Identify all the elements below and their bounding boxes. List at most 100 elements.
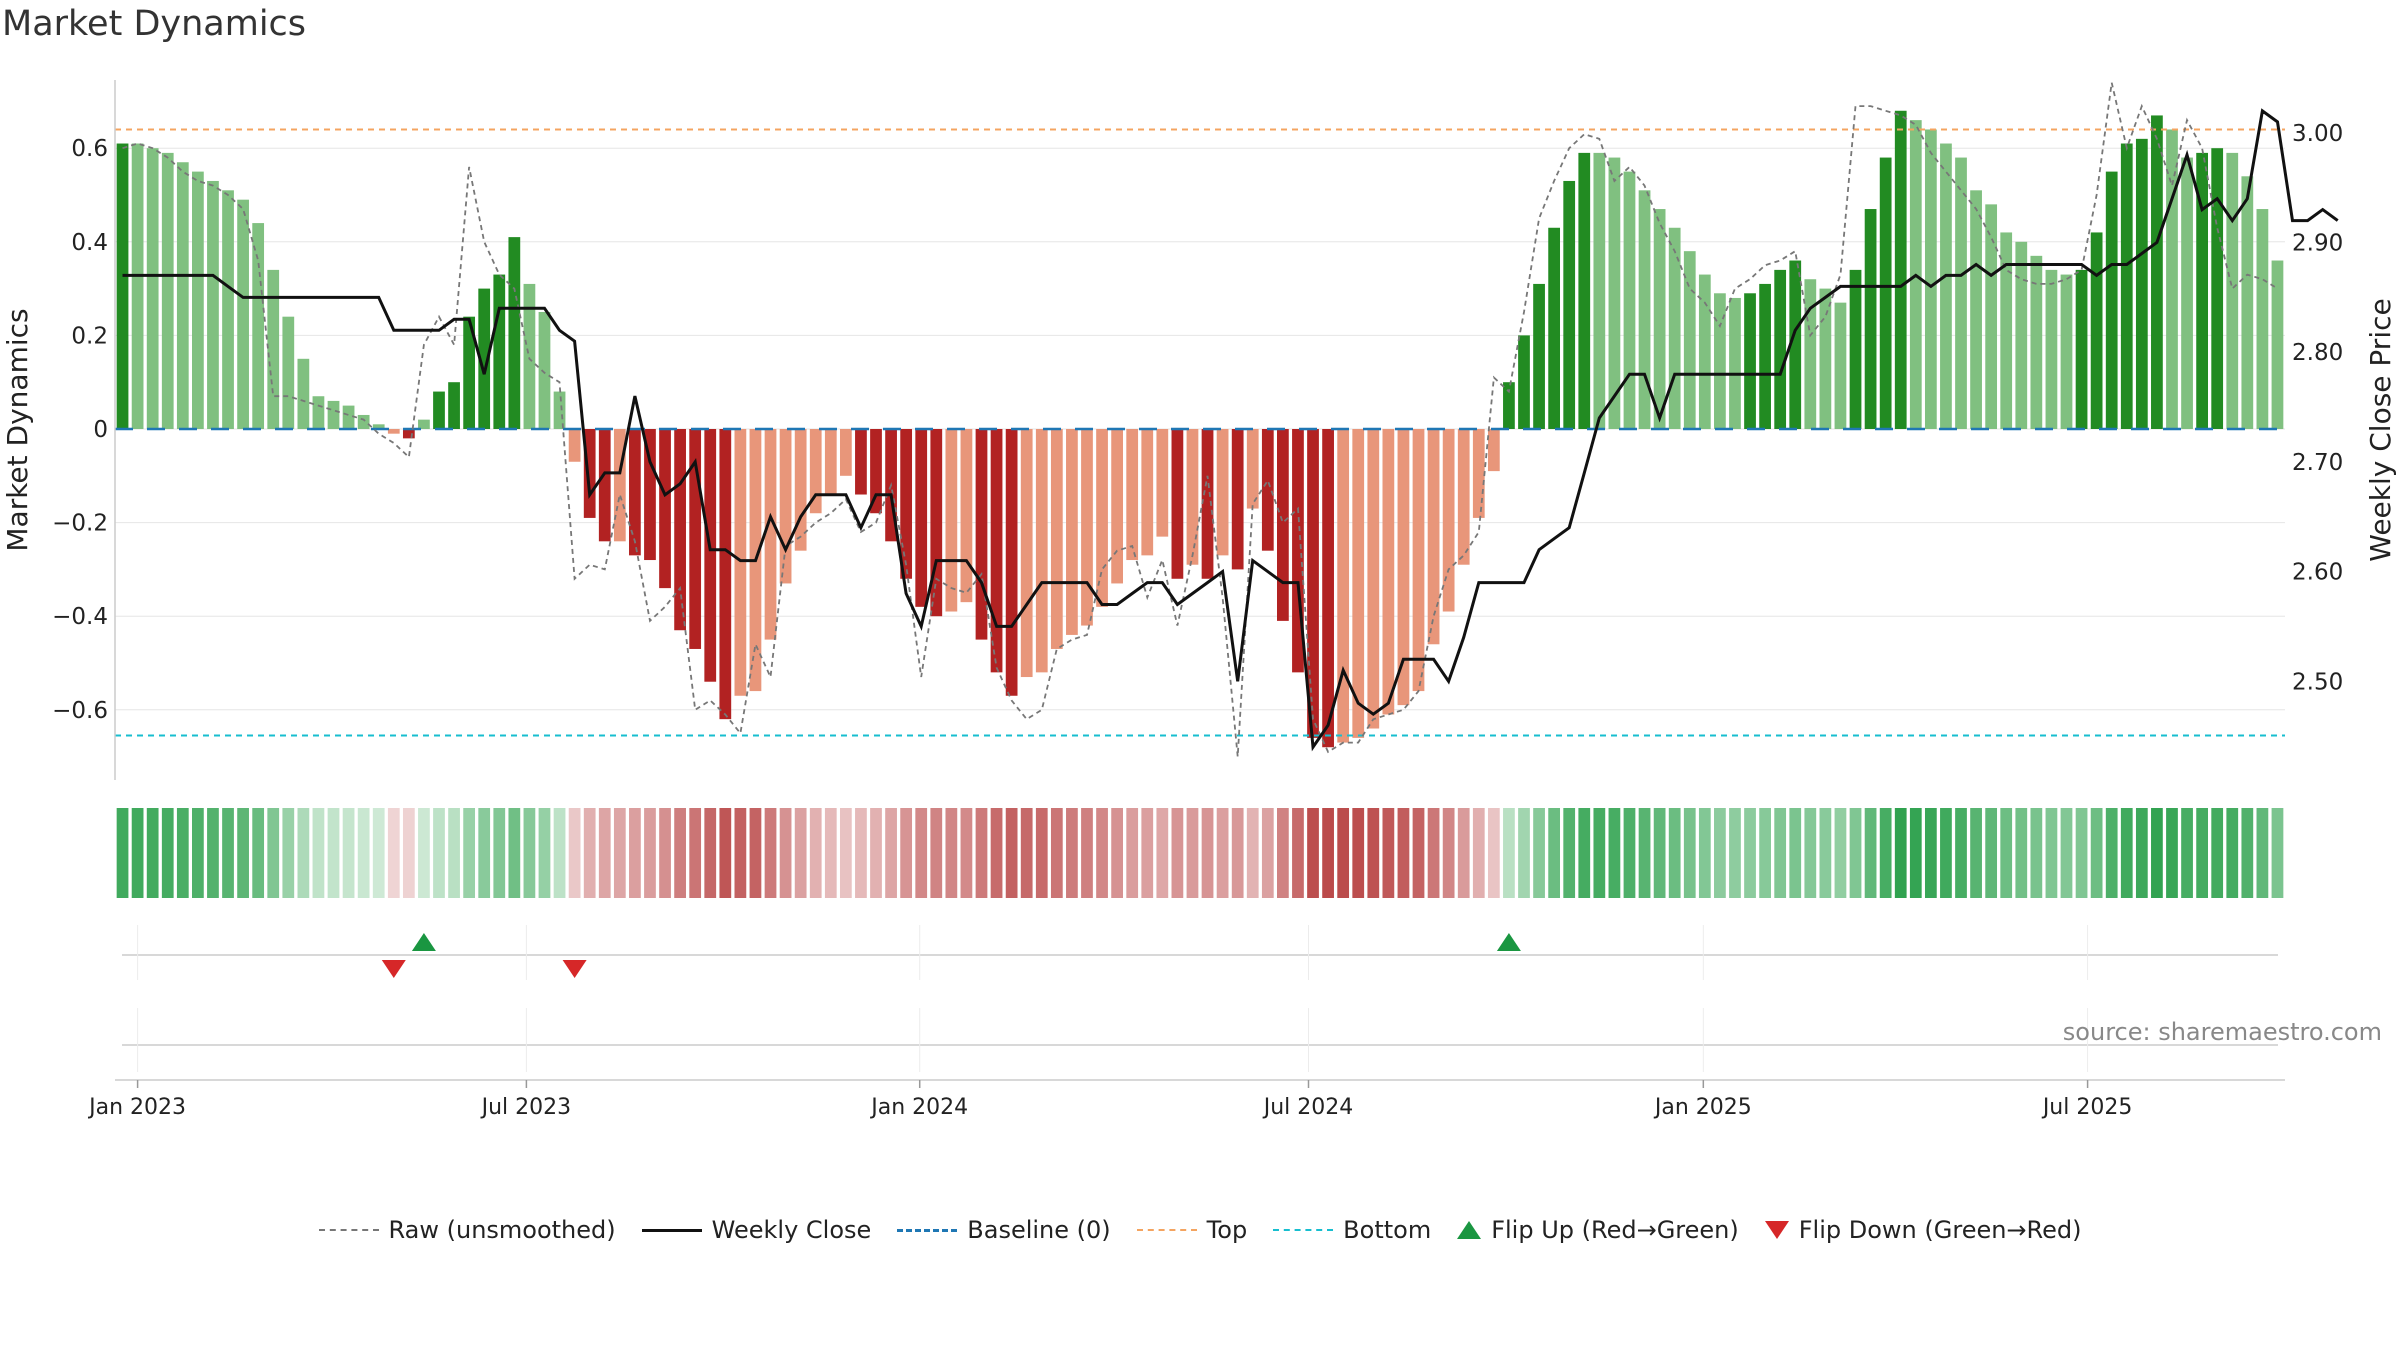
regime-cell <box>1111 808 1123 898</box>
y2-tick-label: 2.50 <box>2292 669 2343 695</box>
md-bar <box>372 424 385 429</box>
md-bar <box>1322 429 1334 748</box>
regime-cell <box>1940 808 1952 898</box>
y2-tick-label: 2.60 <box>2292 560 2343 586</box>
regime-cell <box>960 808 973 898</box>
regime-cell <box>779 808 792 898</box>
md-bar <box>2105 171 2118 429</box>
md-bar <box>764 429 777 640</box>
md-bar <box>1638 190 1651 429</box>
md-bar <box>1442 429 1455 612</box>
md-bar <box>1623 171 1636 429</box>
md-bar <box>207 180 219 429</box>
md-bar <box>1307 429 1319 738</box>
md-bar <box>1277 429 1289 621</box>
md-bar <box>1081 429 1093 626</box>
md-bar <box>1759 283 1771 429</box>
legend-label-raw: Raw (unsmoothed) <box>388 1216 616 1244</box>
regime-cell <box>1322 808 1334 898</box>
regime-cell <box>553 808 566 898</box>
regime-cell <box>2166 808 2178 898</box>
regime-cell <box>2135 808 2148 898</box>
md-bar <box>1894 110 1907 429</box>
regime-cell <box>282 808 295 898</box>
regime-cell <box>749 808 762 898</box>
md-bar <box>809 429 822 514</box>
md-bar <box>2166 129 2178 430</box>
md-bar <box>493 274 506 429</box>
md-bar <box>433 391 445 429</box>
regime-cell <box>704 808 717 898</box>
md-bar <box>1231 429 1244 570</box>
regime-cell <box>418 808 430 898</box>
regime-cell <box>1593 808 1606 898</box>
md-bar <box>2226 152 2239 429</box>
md-bar <box>824 429 837 495</box>
x-tick-label: Jan 2024 <box>869 1095 968 1120</box>
x-tick-label: Jul 2025 <box>2041 1095 2133 1120</box>
regime-cell <box>116 808 129 898</box>
regime-cell <box>1035 808 1048 898</box>
regime-cell <box>1578 808 1591 898</box>
regime-cell <box>2241 808 2254 898</box>
md-bar <box>2241 176 2254 429</box>
regime-cell <box>1382 808 1395 898</box>
regime-cell <box>1864 808 1877 898</box>
regime-cell <box>1894 808 1907 898</box>
regime-cell <box>975 808 988 898</box>
md-bar <box>282 316 295 429</box>
regime-cell <box>387 808 400 898</box>
chart-title: Market Dynamics <box>2 4 307 44</box>
regime-cell <box>990 808 1003 898</box>
regime-cell <box>357 808 370 898</box>
regime-cell <box>1352 808 1365 898</box>
md-bar <box>1397 429 1410 706</box>
y-tick-label: 0.2 <box>71 323 108 349</box>
md-bar <box>357 414 370 429</box>
flip-up-marker <box>411 933 436 951</box>
md-bar <box>1789 260 1802 429</box>
regime-cell <box>1487 808 1500 898</box>
md-bar <box>1668 227 1681 429</box>
md-bar <box>1382 429 1395 715</box>
md-bar <box>1608 157 1621 429</box>
legend-swatch-bottom <box>1273 1229 1334 1231</box>
regime-cell <box>1412 808 1425 898</box>
regime-cell <box>1126 808 1139 898</box>
regime-cell <box>523 808 536 898</box>
md-bar <box>1864 209 1877 429</box>
md-bar <box>418 419 430 429</box>
md-bar <box>161 152 174 429</box>
regime-cell <box>1879 808 1892 898</box>
md-bar <box>704 429 717 682</box>
md-bar <box>1412 429 1425 692</box>
md-bar <box>523 283 536 429</box>
md-bar <box>1744 293 1756 429</box>
regime-cell <box>629 808 641 898</box>
md-bar <box>1593 152 1606 429</box>
regime-cell <box>1774 808 1787 898</box>
regime-cell <box>1427 808 1440 898</box>
y-tick-label: −0.4 <box>52 604 108 630</box>
regime-cell <box>372 808 385 898</box>
md-bar <box>1050 429 1063 649</box>
regime-cell <box>1653 808 1666 898</box>
md-bar <box>2000 232 2013 429</box>
regime-cell <box>207 808 219 898</box>
regime-cell <box>1729 808 1741 898</box>
md-bar <box>990 429 1003 673</box>
md-bar <box>1472 429 1485 518</box>
legend-label-flip-up: Flip Up (Red→Green) <box>1491 1216 1739 1244</box>
legend-label-baseline: Baseline (0) <box>967 1216 1111 1244</box>
regime-cell <box>1367 808 1380 898</box>
md-bar <box>1849 269 1862 429</box>
md-bar <box>870 429 882 514</box>
md-bar <box>945 429 958 612</box>
md-bar <box>1533 283 1545 429</box>
regime-cell <box>659 808 671 898</box>
regime-cell <box>146 808 159 898</box>
regime-cell <box>2211 808 2224 898</box>
md-bar <box>402 429 415 439</box>
md-bar <box>1201 429 1214 579</box>
regime-cell <box>1141 808 1154 898</box>
